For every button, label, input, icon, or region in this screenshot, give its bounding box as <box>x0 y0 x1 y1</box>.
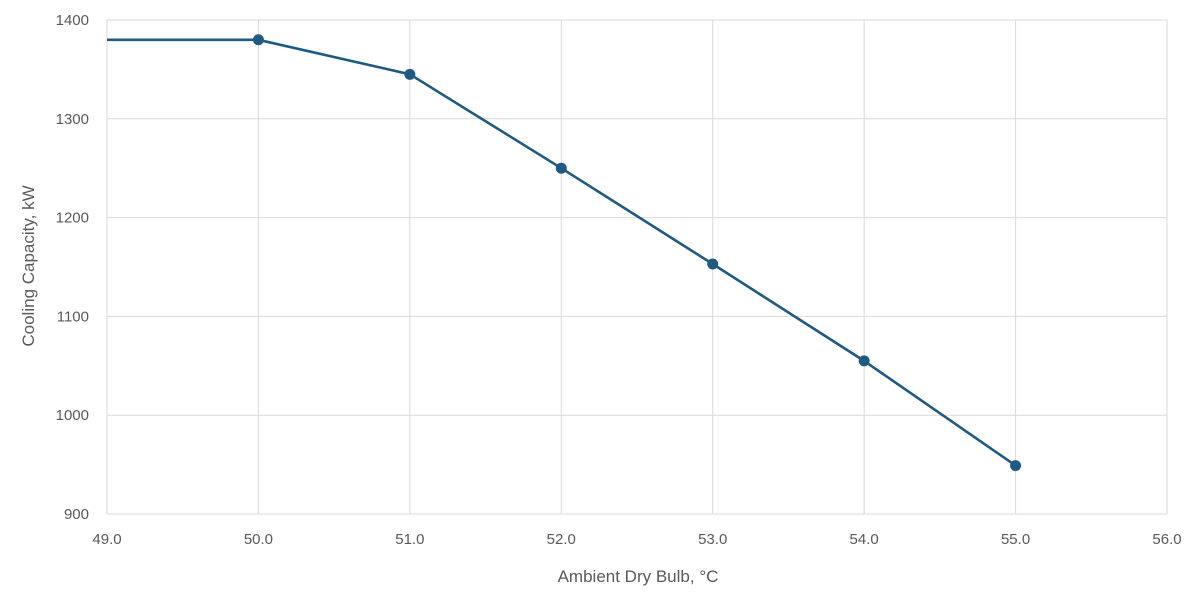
data-point-marker <box>404 68 416 80</box>
x-tick-label: 49.0 <box>92 531 121 548</box>
y-tick-label: 1200 <box>56 210 89 227</box>
x-tick-label: 56.0 <box>1152 531 1181 548</box>
x-tick-label: 50.0 <box>244 531 273 548</box>
data-point-marker <box>555 162 567 174</box>
series <box>107 34 1022 472</box>
x-tick-label: 52.0 <box>547 531 576 548</box>
x-tick-label: 53.0 <box>698 531 727 548</box>
data-point-marker <box>707 258 719 270</box>
x-tick-label: 55.0 <box>1001 531 1030 548</box>
y-tick-label: 1100 <box>57 308 89 325</box>
y-tick-label: 1000 <box>56 407 89 424</box>
grid <box>106 19 1168 515</box>
y-tick-label: 900 <box>64 506 89 523</box>
data-point-marker <box>1010 460 1022 472</box>
y-tick-label: 1400 <box>56 12 89 29</box>
data-point-marker <box>858 355 870 367</box>
tick-labels: 49.0 50.0 51.0 52.0 53.0 54.0 55.0 56.0 900 1000 1… <box>56 12 1182 548</box>
y-axis-label: Cooling Capacity, kW <box>19 185 38 346</box>
x-axis-label: Ambient Dry Bulb, °C <box>558 567 719 586</box>
data-point-marker <box>252 34 264 46</box>
x-tick-label: 54.0 <box>850 531 879 548</box>
y-tick-label: 1300 <box>56 111 89 128</box>
x-tick-label: 51.0 <box>395 531 424 548</box>
